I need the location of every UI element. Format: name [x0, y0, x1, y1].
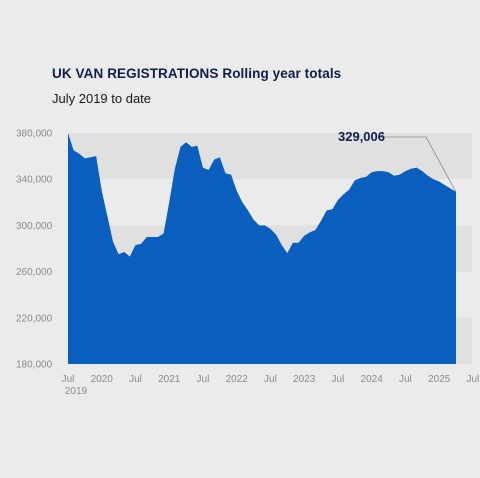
data-point — [72, 149, 74, 151]
x-tick-label-year: 2019 — [65, 386, 88, 397]
data-point — [258, 224, 260, 226]
data-point — [337, 199, 339, 201]
data-point — [432, 178, 434, 180]
data-point — [370, 171, 372, 173]
y-tick-label: 220,000 — [16, 313, 53, 324]
x-tick-label: 2021 — [158, 374, 181, 385]
data-point — [325, 209, 327, 211]
data-point — [410, 168, 412, 170]
data-point — [236, 190, 238, 192]
data-point — [427, 175, 429, 177]
data-point — [309, 231, 311, 233]
data-point — [320, 220, 322, 222]
data-point — [269, 228, 271, 230]
y-tick-label: 340,000 — [16, 175, 53, 186]
data-point — [387, 171, 389, 173]
data-point — [106, 215, 108, 217]
data-point — [348, 188, 350, 190]
data-point — [342, 193, 344, 195]
data-point — [438, 180, 440, 182]
x-tick-label: Jul — [466, 374, 479, 385]
data-point — [174, 168, 176, 170]
data-point — [191, 146, 193, 148]
data-point — [179, 146, 181, 148]
data-point — [185, 141, 187, 143]
data-point — [95, 155, 97, 157]
data-point — [151, 236, 153, 238]
data-point — [314, 229, 316, 231]
data-point — [140, 243, 142, 245]
data-point — [376, 170, 378, 172]
data-point — [230, 173, 232, 175]
y-tick-label: 380,000 — [16, 129, 53, 140]
data-point — [252, 218, 254, 220]
data-point — [213, 158, 215, 160]
data-point — [399, 173, 401, 175]
x-tick-label: Jul — [264, 374, 277, 385]
area-series — [68, 133, 456, 364]
data-point — [331, 208, 333, 210]
data-point — [196, 145, 198, 147]
y-tick-label: 180,000 — [16, 360, 53, 371]
data-point — [67, 132, 69, 134]
callout-value-label: 329,006 — [338, 129, 385, 144]
data-point — [264, 224, 266, 226]
data-point — [84, 157, 86, 159]
data-point — [112, 240, 114, 242]
data-point — [421, 170, 423, 172]
x-tick-label: 2022 — [226, 374, 249, 385]
data-point — [286, 252, 288, 254]
data-point — [162, 232, 164, 234]
data-point — [359, 177, 361, 179]
callout-leader-line — [378, 136, 457, 193]
x-tick-label: Jul — [332, 374, 345, 385]
data-point — [78, 153, 80, 155]
data-point — [157, 236, 159, 238]
data-point — [219, 156, 221, 158]
data-point — [117, 253, 119, 255]
data-point — [241, 201, 243, 203]
x-tick-label: Jul — [197, 374, 210, 385]
data-point — [297, 242, 299, 244]
y-tick-label: 260,000 — [16, 267, 53, 278]
x-tick-label: Jul — [129, 374, 142, 385]
x-tick-label: 2024 — [361, 374, 384, 385]
data-point — [415, 166, 417, 168]
chart-subtitle: July 2019 to date — [52, 91, 152, 106]
data-point — [404, 170, 406, 172]
data-point — [168, 201, 170, 203]
data-point — [146, 236, 148, 238]
chart-title: UK VAN REGISTRATIONS Rolling year totals — [52, 66, 342, 81]
data-point — [444, 184, 446, 186]
data-point — [89, 156, 91, 158]
x-tick-label: 2023 — [293, 374, 316, 385]
x-tick-label: 2020 — [91, 374, 114, 385]
x-tick-label: Jul — [399, 374, 412, 385]
data-point — [129, 255, 131, 257]
data-point — [207, 169, 209, 171]
data-point — [449, 187, 451, 189]
grid-band — [68, 133, 472, 180]
data-point — [292, 242, 294, 244]
data-point — [247, 209, 249, 211]
data-point — [202, 166, 204, 168]
data-point — [101, 190, 103, 192]
data-point — [365, 176, 367, 178]
data-point — [354, 179, 356, 181]
data-point — [275, 233, 277, 235]
data-point — [303, 235, 305, 237]
data-point — [393, 175, 395, 177]
data-point — [123, 251, 125, 253]
x-tick-label: Jul — [62, 374, 75, 385]
data-point — [224, 172, 226, 174]
data-point — [134, 244, 136, 246]
data-point — [280, 244, 282, 246]
data-point — [382, 170, 384, 172]
x-tick-label: 2025 — [428, 374, 451, 385]
y-tick-label: 300,000 — [16, 221, 53, 232]
